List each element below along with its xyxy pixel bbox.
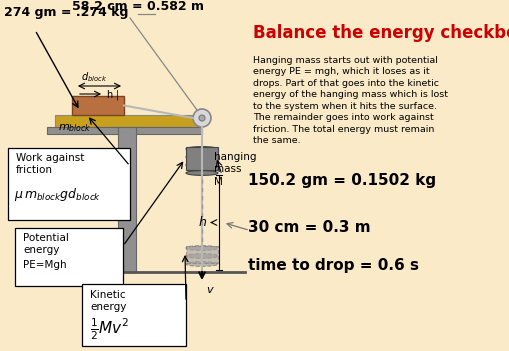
Text: energy: energy: [90, 302, 126, 312]
Circle shape: [199, 115, 205, 121]
Bar: [8, 148, 130, 220]
Circle shape: [193, 109, 211, 127]
Text: $m_{block}$: $m_{block}$: [58, 122, 92, 134]
Text: 274 gm = .274 kg: 274 gm = .274 kg: [4, 6, 128, 19]
Text: 150.2 gm = 0.1502 kg: 150.2 gm = 0.1502 kg: [248, 173, 436, 188]
Text: hanging
mass
M: hanging mass M: [214, 152, 257, 187]
Text: 58.2 cm = 0.582 m: 58.2 cm = 0.582 m: [72, 0, 204, 13]
Text: Potential: Potential: [23, 233, 69, 243]
Text: friction: friction: [16, 165, 53, 175]
Text: Kinetic: Kinetic: [90, 290, 126, 300]
Text: Hanging mass starts out with potential
energy PE = mgh, which it loses as it
dro: Hanging mass starts out with potential e…: [253, 56, 448, 145]
Text: time to drop = 0.6 s: time to drop = 0.6 s: [248, 258, 419, 273]
Bar: [186, 246, 218, 263]
Text: Work against: Work against: [16, 153, 84, 163]
Text: $d_{block}$: $d_{block}$: [81, 70, 107, 84]
Ellipse shape: [186, 171, 218, 176]
Ellipse shape: [186, 261, 218, 266]
Ellipse shape: [186, 246, 218, 250]
Bar: [82, 284, 186, 346]
Text: h: h: [199, 216, 207, 229]
Bar: [47, 127, 202, 134]
Text: energy: energy: [23, 245, 60, 255]
Text: $\frac{1}{2}Mv^2$: $\frac{1}{2}Mv^2$: [90, 317, 129, 342]
Text: |: |: [116, 90, 119, 100]
Ellipse shape: [186, 147, 218, 151]
Ellipse shape: [186, 254, 218, 258]
Text: 30 cm = 0.3 m: 30 cm = 0.3 m: [248, 220, 371, 235]
Bar: [118, 127, 136, 272]
Ellipse shape: [186, 163, 218, 167]
Text: h: h: [106, 90, 112, 100]
Ellipse shape: [186, 154, 218, 159]
Text: PE=Mgh: PE=Mgh: [23, 260, 67, 270]
Text: v: v: [206, 285, 213, 295]
Bar: [15, 228, 123, 286]
Bar: [72, 96, 124, 115]
Text: $\mu\, m_{block}gd_{block}$: $\mu\, m_{block}gd_{block}$: [14, 186, 101, 203]
Bar: [186, 147, 218, 170]
Bar: [55, 115, 200, 127]
Text: Balance the energy checkbook: Balance the energy checkbook: [253, 24, 509, 42]
